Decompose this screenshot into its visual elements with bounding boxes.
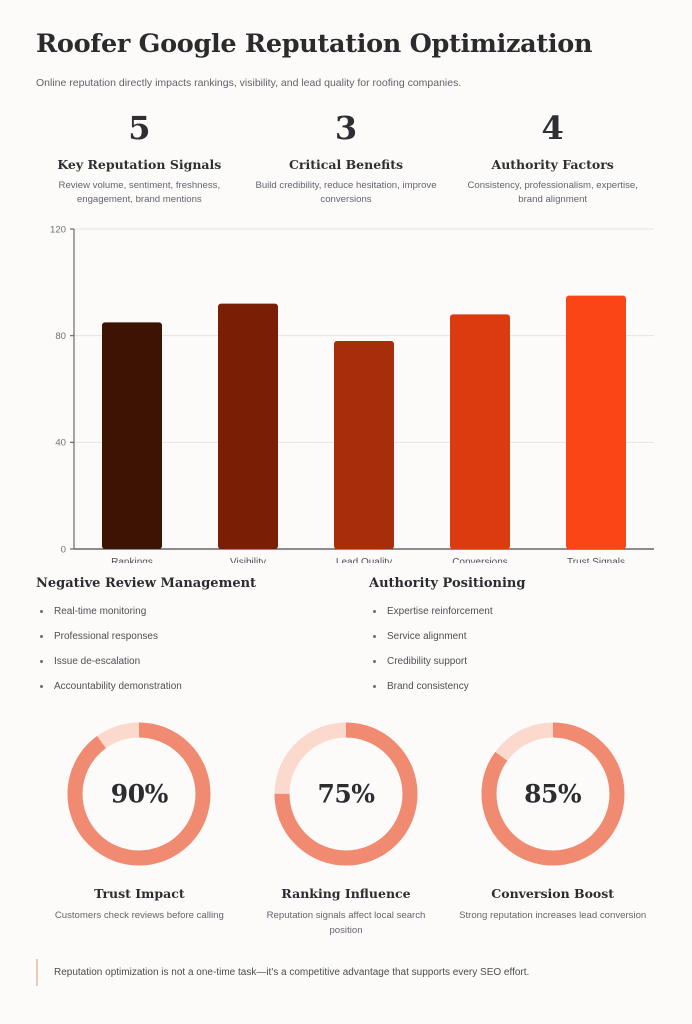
list-item: Professional responses [36,630,323,643]
stat-value: 5 [128,109,151,147]
stat-description: Consistency, professionalism, expertise,… [467,179,638,206]
list-item: Accountability demonstration [36,680,323,693]
stat-label: Key Reputation Signals [57,156,222,172]
donut-chart: 85% [474,715,632,873]
donut-label: Conversion Boost [491,886,615,902]
donut-percent: 90% [110,779,169,809]
donut-ring-icon [67,722,211,866]
bullet-list: Expertise reinforcement Service alignmen… [369,605,656,693]
svg-text:Visibility: Visibility [230,557,266,563]
stat-label: Critical Benefits [288,156,404,172]
two-column-lists: Negative Review Management Real-time mon… [36,576,656,705]
list-item: Brand consistency [369,680,656,693]
stat-value: 3 [334,109,358,147]
list-item: Service alignment [369,630,656,643]
svg-text:Rankings: Rankings [111,557,153,563]
donut-card-ranking-influence: 75% Ranking Influence Reputation signals… [243,715,450,939]
svg-text:40: 40 [55,438,66,449]
stat-row: 5 Key Reputation Signals Review volume, … [36,109,656,208]
stat-card: 5 Key Reputation Signals Review volume, … [36,109,243,208]
stat-card: 3 Critical Benefits Build credibility, r… [243,109,450,208]
stat-value: 4 [541,109,564,147]
list-item: Real-time monitoring [36,605,323,618]
list-column-negative-review-management: Negative Review Management Real-time mon… [36,576,323,705]
svg-text:Conversions: Conversions [452,557,508,563]
svg-text:Trust Signals: Trust Signals [567,557,625,563]
donut-chart: 75% [267,715,425,873]
donut-ring-icon [481,722,625,866]
svg-text:120: 120 [50,225,66,236]
list-column-authority-positioning: Authority Positioning Expertise reinforc… [323,576,656,705]
bar-chart: 0 40 80 120 Rankings Visibility Lead Quality Co… [36,221,656,563]
stat-description: Review volume, sentiment, freshness, eng… [58,179,221,206]
page-title: Roofer Google Reputation Optimization [36,29,593,59]
list-heading: Negative Review Management [36,576,257,592]
svg-text:80: 80 [55,331,66,342]
list-heading: Authority Positioning [369,576,526,592]
stat-label: Authority Factors [491,156,614,172]
donut-card-conversion-boost: 85% Conversion Boost Strong reputation i… [449,715,656,939]
footnote: Reputation optimization is not a one-tim… [36,959,656,987]
page-subtitle: Online reputation directly impacts ranki… [36,77,462,90]
list-item: Issue de-escalation [36,655,323,668]
stat-card: 4 Authority Factors Consistency, profess… [449,109,656,208]
donut-description: Strong reputation increases lead convers… [459,910,647,922]
list-item: Expertise reinforcement [369,605,656,618]
donut-ring-icon [274,722,418,866]
donut-percent: 85% [524,779,582,809]
donut-percent: 75% [317,779,375,809]
svg-text:0: 0 [61,545,66,556]
list-item: Credibility support [369,655,656,668]
svg-text:Lead Quality: Lead Quality [336,557,392,563]
donut-row: 90% Trust Impact Customers check reviews… [36,715,656,939]
bullet-list: Real-time monitoring Professional respon… [36,605,323,693]
donut-label: Trust Impact [94,886,185,902]
donut-label: Ranking Influence [281,886,411,902]
donut-chart: 90% [60,715,218,873]
bar-chart-svg: 0 40 80 120 Rankings Visibility Lead Quality Co… [50,225,654,563]
donut-description: Reputation signals affect local search p… [266,910,426,937]
donut-description: Customers check reviews before calling [54,910,224,922]
stat-description: Build credibility, reduce hesitation, im… [255,179,437,206]
donut-card-trust-impact: 90% Trust Impact Customers check reviews… [36,715,243,939]
